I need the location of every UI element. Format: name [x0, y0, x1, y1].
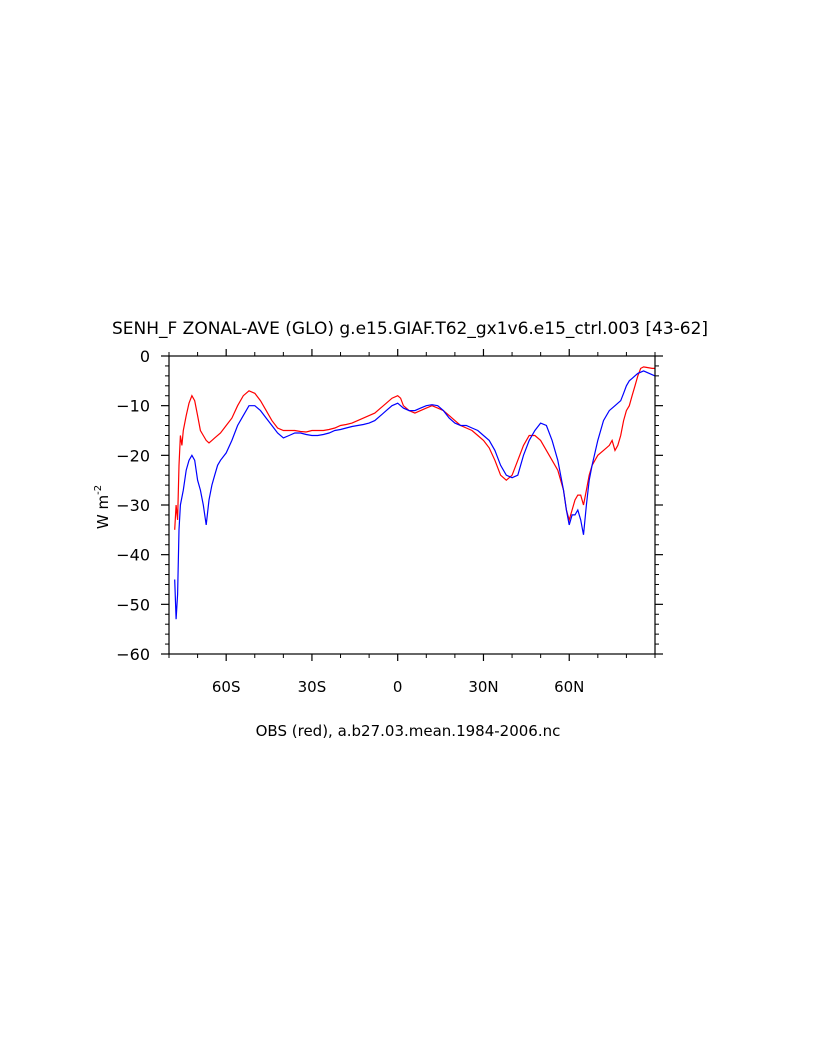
x-tick-label: 0: [393, 678, 403, 696]
y-tick-label: −60: [116, 645, 150, 664]
y-tick-label: −40: [116, 546, 150, 565]
y-tick-label: −10: [116, 397, 150, 416]
axes-group: 60S 30S 0 30N 60N 0 −10 −20 −30 −40 −50 −60: [116, 347, 663, 696]
y-axis-label: W m-2: [93, 485, 112, 529]
x-axis-label: OBS (red), a.b27.03.mean.1984-2006.nc: [256, 722, 561, 740]
chart-title: SENH_F ZONAL-AVE (GLO) g.e15.GIAF.T62_gx…: [112, 319, 708, 339]
x-tick-label: 30S: [298, 678, 327, 696]
series-line-2: [174, 370, 656, 620]
x-tick-label: 30N: [468, 678, 498, 696]
series-group: [174, 366, 656, 620]
x-tick-label: 60N: [554, 678, 584, 696]
y-tick-label: −30: [116, 496, 150, 515]
y-tick-label: 0: [140, 347, 150, 366]
plot-frame: [168, 355, 656, 655]
y-tick-label: −20: [116, 446, 150, 465]
y-tick-label: −50: [116, 595, 150, 614]
series-line-1: [174, 366, 655, 530]
y-axis-label-exponent: -2: [93, 485, 104, 495]
y-axis-label-text: W m: [94, 495, 112, 529]
x-tick-label: 60S: [212, 678, 241, 696]
